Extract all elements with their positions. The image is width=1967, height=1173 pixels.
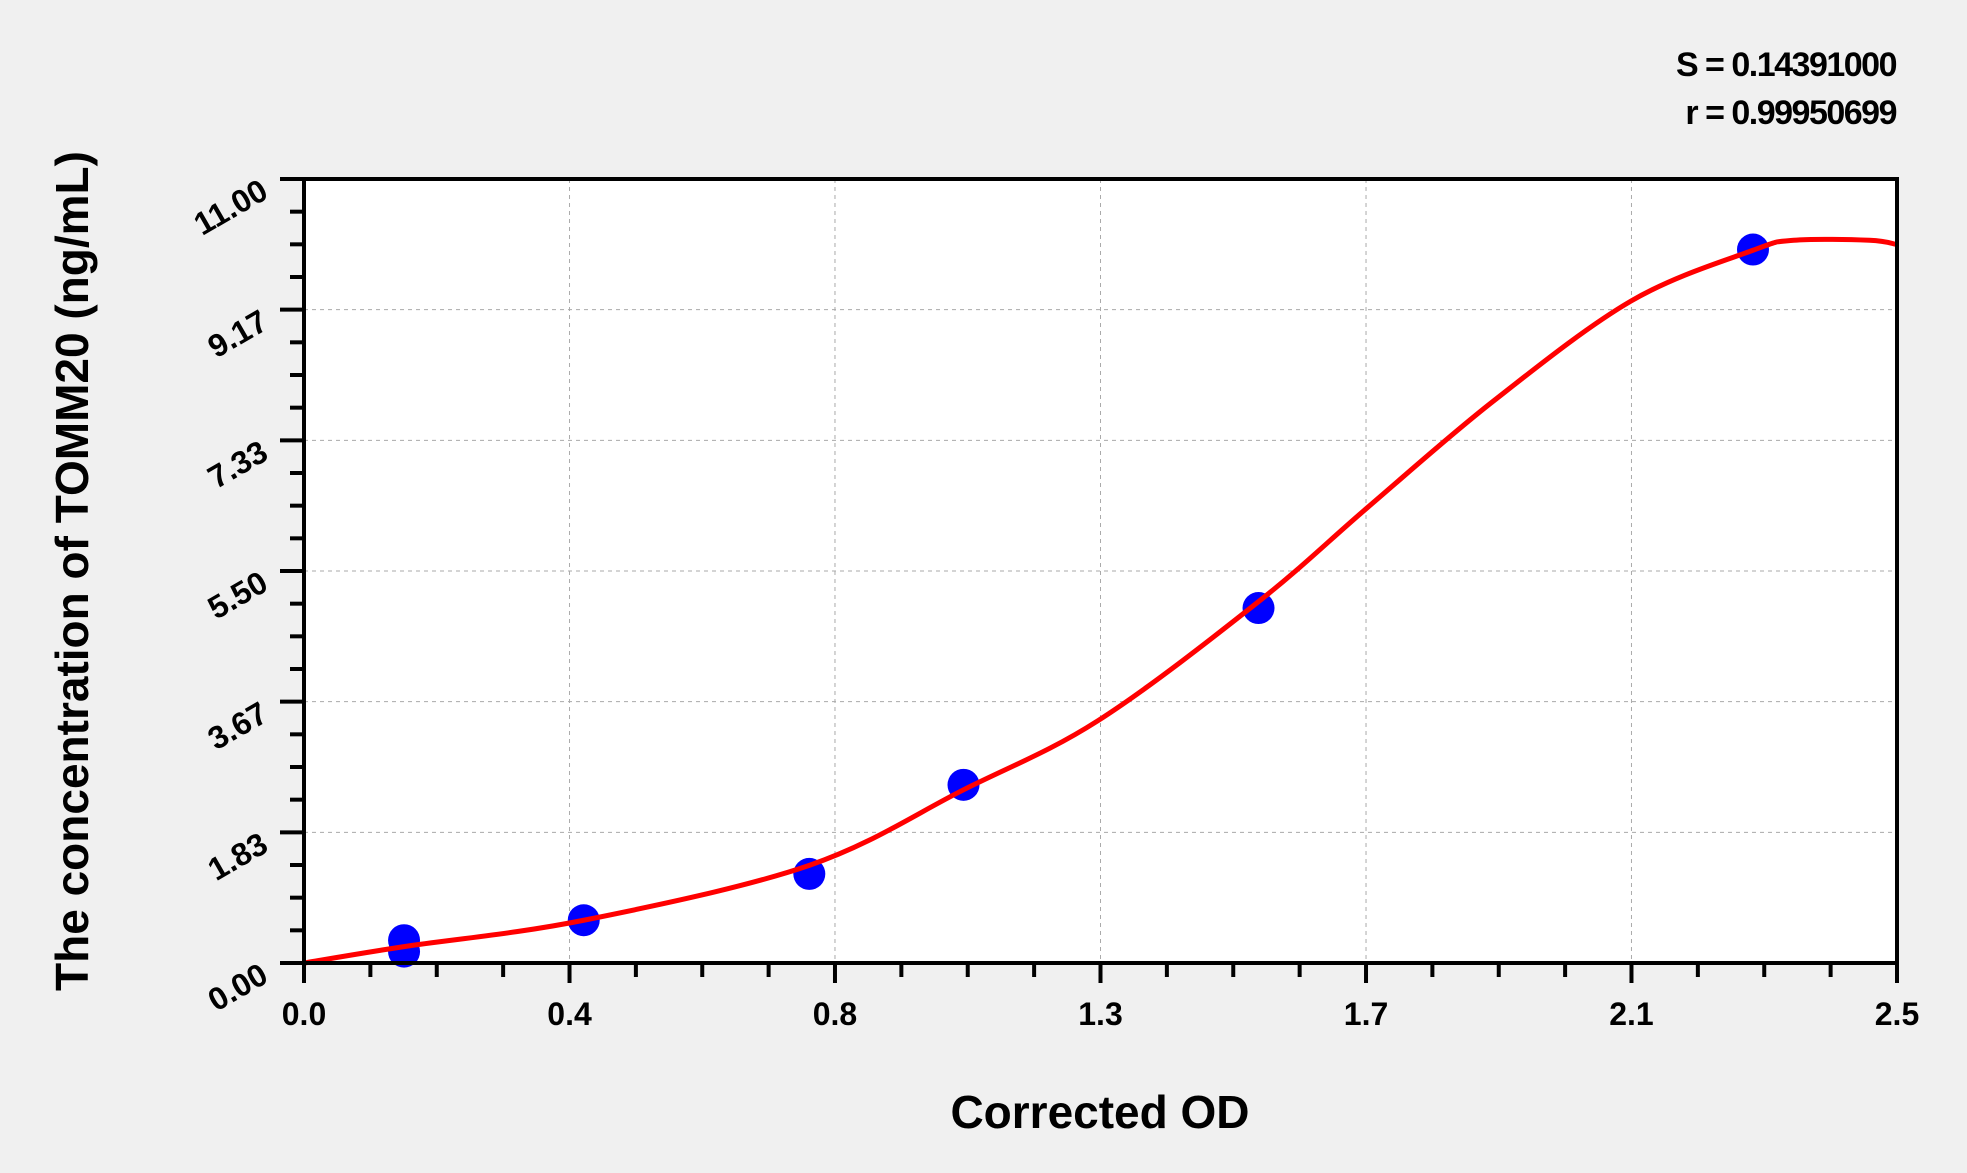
y-axis-title: The concentration of TOMM20 (ng/mL): [46, 151, 98, 991]
y-tick-label: 1.83: [202, 825, 274, 887]
x-tick-label: 1.3: [1078, 996, 1122, 1032]
y-tick-label: 0.00: [202, 956, 274, 1018]
y-tick-label: 3.67: [202, 695, 274, 757]
y-tick-label: 5.50: [202, 564, 274, 626]
x-tick-label: 0.0: [282, 996, 326, 1032]
x-axis-title: Corrected OD: [950, 1086, 1249, 1138]
axis-ticks: [280, 177, 1899, 983]
gridlines: [304, 179, 1897, 963]
x-tick-label: 2.1: [1609, 996, 1653, 1032]
fit-curve-line: [303, 236, 1898, 966]
stat-r: r = 0.99950699: [1685, 94, 1896, 132]
x-tick-label: 0.4: [547, 996, 592, 1032]
x-tick-label: 1.7: [1344, 996, 1388, 1032]
x-tick-label: 2.5: [1875, 996, 1919, 1032]
stat-s: S = 0.14391000: [1676, 46, 1897, 84]
fit-curve: [303, 236, 1898, 966]
y-tick-label: 11.00: [188, 172, 274, 242]
x-tick-label: 0.8: [813, 996, 857, 1032]
y-tick-label: 9.17: [202, 303, 274, 365]
y-tick-labels: 0.00 1.83 3.67 5.50 7.33 9.17 11.00: [188, 172, 274, 1018]
x-tick-labels: 0.0 0.4 0.8 1.3 1.7 2.1 2.5: [282, 996, 1919, 1032]
data-point: [1242, 592, 1275, 625]
y-tick-label: 7.33: [202, 433, 274, 495]
